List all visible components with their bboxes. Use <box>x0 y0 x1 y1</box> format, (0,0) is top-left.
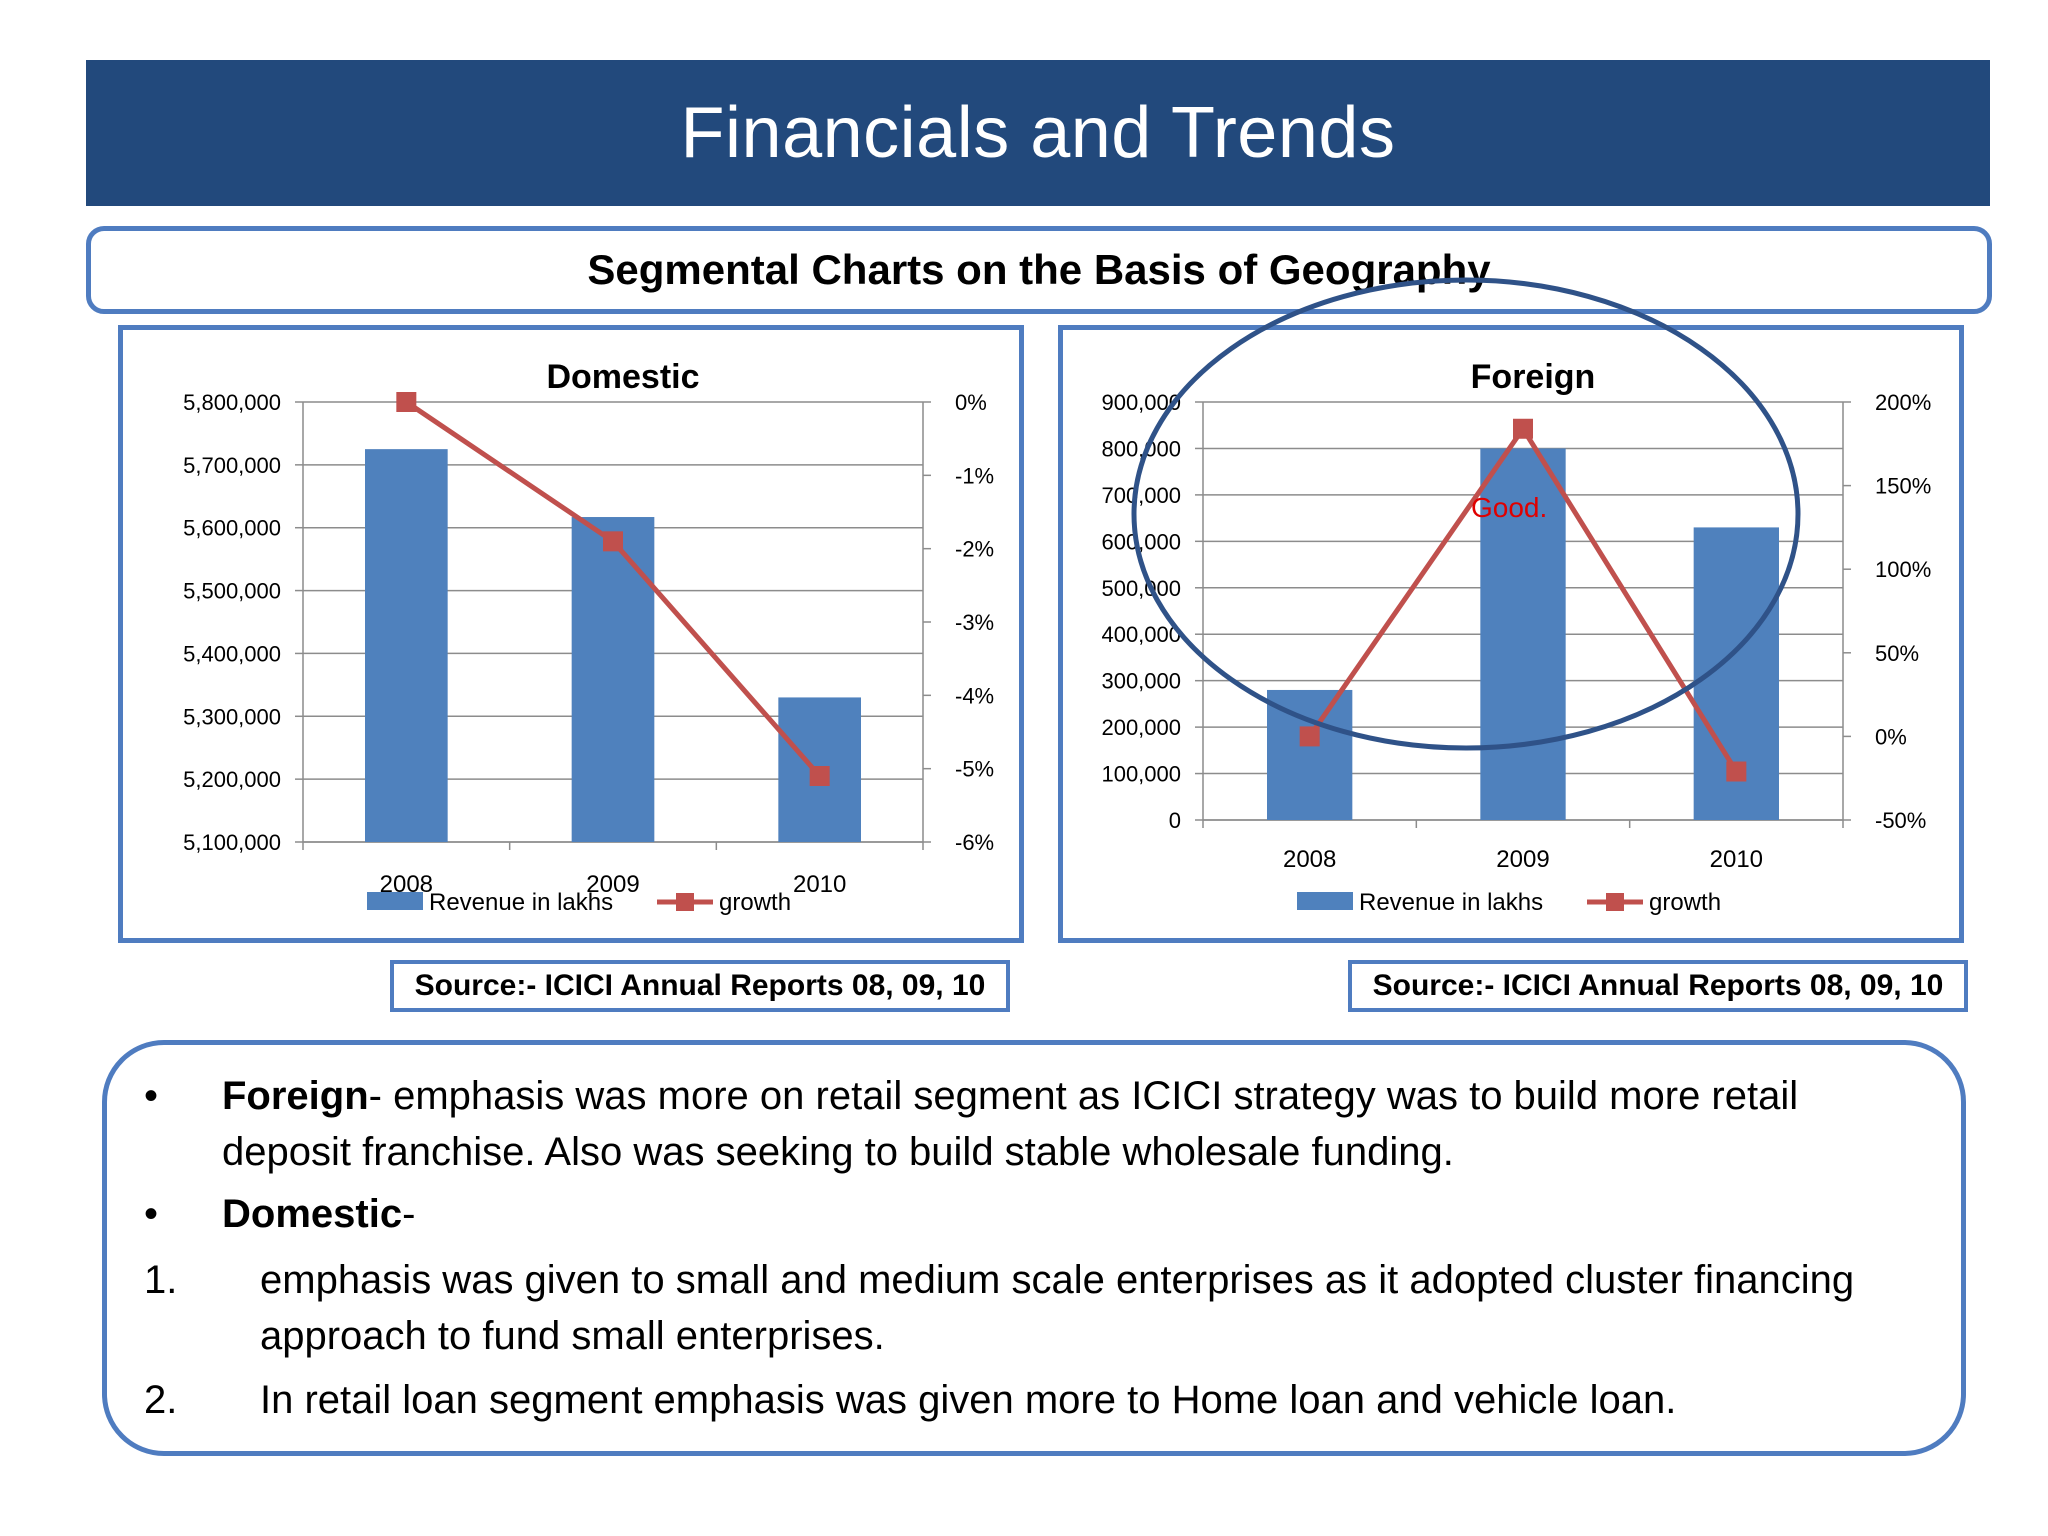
growth-point <box>1726 761 1747 782</box>
foreign-text-line2: deposit franchise. Also was seeking to b… <box>222 1130 1454 1174</box>
right-axis-tick-label: -50% <box>1875 808 1926 833</box>
right-axis-tick-label: -1% <box>955 463 994 488</box>
left-axis-tick-label: 5,200,000 <box>183 767 281 792</box>
bullet-icon: • <box>144 1192 159 1236</box>
legend-bar-label: Revenue in lakhs <box>1359 889 1543 916</box>
revenue-bar <box>571 517 655 842</box>
source-text: Source:- ICICI Annual Reports 08, 09, 10 <box>1372 969 1944 1002</box>
domestic-suffix: - <box>402 1192 416 1236</box>
left-axis-tick-label: 5,500,000 <box>183 579 281 604</box>
domestic-chart: Domestic 5,100,000 5,200,000 5,300,000 5,400… <box>183 358 994 916</box>
growth-point <box>1299 726 1320 747</box>
left-axis-tick-label: 200,000 <box>1101 715 1181 740</box>
foreign-text-line1: - emphasis was more on retail segment as… <box>368 1074 1799 1118</box>
right-axis-tick-label: 100% <box>1875 557 1931 582</box>
revenue-bar <box>1267 689 1353 820</box>
left-axis-tick-label: 5,800,000 <box>183 390 281 415</box>
note-item-2: 2. In retail loan segment emphasis was g… <box>144 1372 1944 1428</box>
left-axis-tick-label: 400,000 <box>1101 622 1181 647</box>
item-number: 2. <box>144 1378 178 1422</box>
note-item-1: 1. emphasis was given to small and mediu… <box>144 1252 1944 1364</box>
legend-bar-swatch <box>1297 892 1353 910</box>
growth-point <box>396 392 417 412</box>
foreign-source-box: Source:- ICICI Annual Reports 08, 09, 10 <box>1348 960 1968 1012</box>
left-axis-tick-label: 100,000 <box>1101 762 1181 787</box>
slide-subtitle: Segmental Charts on the Basis of Geograp… <box>587 246 1491 293</box>
left-axis-tick-label: 700,000 <box>1101 483 1181 508</box>
left-axis-tick-label: 600,000 <box>1101 529 1181 554</box>
item1-line1: emphasis was given to small and medium s… <box>260 1258 1855 1302</box>
left-axis-tick-label: 800,000 <box>1101 436 1181 461</box>
growth-point <box>1513 418 1533 439</box>
notes-box <box>102 1040 1966 1456</box>
category-label: 2009 <box>586 871 639 898</box>
right-axis-tick-label: 200% <box>1875 390 1931 415</box>
domestic-label: Domestic <box>222 1192 403 1236</box>
left-axis-tick-label: 900,000 <box>1101 390 1181 415</box>
category-label: 2009 <box>1496 846 1549 873</box>
legend-bar-label: Revenue in lakhs <box>429 889 613 916</box>
note-foreign: • Foreign- emphasis was more on retail s… <box>144 1068 1944 1180</box>
chart-title: Domestic <box>546 358 699 396</box>
growth-point <box>603 531 623 552</box>
growth-point <box>809 766 830 786</box>
right-axis-tick-label: 0% <box>1875 724 1907 749</box>
category-label: 2008 <box>1283 846 1336 873</box>
left-axis-tick-label: 5,700,000 <box>183 453 281 478</box>
subtitle-box: Segmental Charts on the Basis of Geograp… <box>86 226 1992 314</box>
item2-line1: In retail loan segment emphasis was give… <box>260 1378 1677 1422</box>
source-text: Source:- ICICI Annual Reports 08, 09, 10 <box>414 969 986 1002</box>
right-axis-tick-label: -6% <box>955 830 994 855</box>
left-axis-tick-label: 5,400,000 <box>183 641 281 666</box>
item1-line2: approach to fund small enterprises. <box>260 1314 885 1358</box>
bullet-icon: • <box>144 1074 159 1118</box>
right-axis-tick-label: -2% <box>955 537 994 562</box>
right-axis-tick-label: 0% <box>955 390 987 415</box>
legend-line-label: growth <box>1649 889 1721 916</box>
annotation-text: Good. <box>1471 492 1547 523</box>
item-number: 1. <box>144 1258 178 1302</box>
left-axis-tick-label: 5,600,000 <box>183 516 281 541</box>
right-axis-tick-label: 50% <box>1875 641 1919 666</box>
domestic-source-box: Source:- ICICI Annual Reports 08, 09, 10 <box>390 960 1010 1012</box>
domestic-chart-panel: Domestic 5,100,000 5,200,000 5,300,000 5,400… <box>118 325 1024 943</box>
title-banner: Financials and Trends <box>86 60 1990 206</box>
left-axis-tick-label: 500,000 <box>1101 576 1181 601</box>
note-domestic: • Domestic- <box>144 1186 1944 1242</box>
chart-title: Foreign <box>1471 358 1596 396</box>
legend-line-marker <box>676 893 694 911</box>
category-label: 2010 <box>1710 846 1763 873</box>
legend-line-marker <box>1606 893 1624 911</box>
legend-line-label: growth <box>719 889 791 916</box>
foreign-label: Foreign <box>222 1074 369 1118</box>
legend-bar-swatch <box>367 892 423 910</box>
slide-title: Financials and Trends <box>680 93 1396 173</box>
revenue-bar <box>365 449 448 842</box>
left-axis-tick-label: 5,300,000 <box>183 704 281 729</box>
left-axis-tick-label: 5,100,000 <box>183 830 281 855</box>
foreign-chart-panel: Foreign 0 100,000 200,000 300,000 400,000 500,… <box>1058 325 1964 943</box>
left-axis-tick-label: 300,000 <box>1101 669 1181 694</box>
right-axis-tick-label: -5% <box>955 757 994 782</box>
right-axis-tick-label: -4% <box>955 683 994 708</box>
foreign-chart: Foreign 0 100,000 200,000 300,000 400,000 500,… <box>1101 358 1931 916</box>
right-axis-tick-label: -3% <box>955 610 994 635</box>
left-axis-tick-label: 0 <box>1169 808 1181 833</box>
category-label: 2010 <box>793 871 846 898</box>
right-axis-tick-label: 150% <box>1875 474 1931 499</box>
